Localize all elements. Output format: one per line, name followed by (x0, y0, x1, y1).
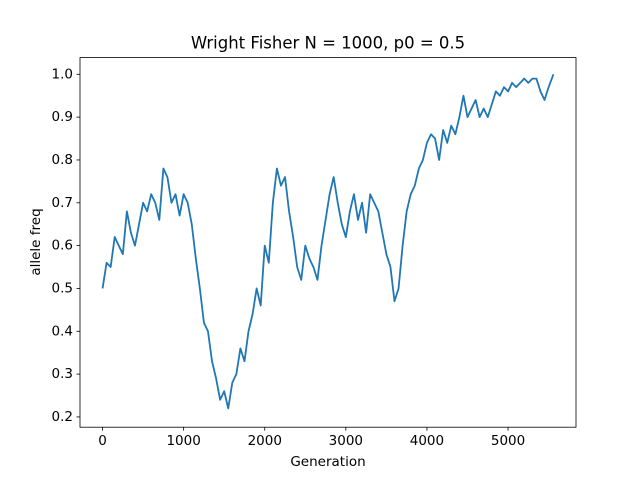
y-tick-label: 0.3 (52, 366, 73, 382)
y-tick-label: 0.8 (52, 152, 73, 168)
y-tick-label: 0.4 (52, 323, 73, 339)
y-tick-label: 0.6 (52, 238, 73, 254)
y-tick-label: 0.2 (52, 409, 73, 425)
x-tick-label: 1000 (166, 433, 200, 449)
x-tick-label: 5000 (491, 433, 525, 449)
x-tick-label: 3000 (329, 433, 363, 449)
x-tick-label: 4000 (410, 433, 444, 449)
x-axis-label: Generation (290, 454, 365, 470)
y-tick-label: 0.9 (52, 109, 73, 125)
plot-frame (79, 57, 577, 428)
y-axis-label: allele freq (28, 208, 44, 275)
x-tick-label: 0 (98, 433, 107, 449)
y-tick-label: 1.0 (52, 66, 73, 82)
x-tick-label: 2000 (248, 433, 282, 449)
data-line (101, 73, 555, 410)
y-tick-label: 0.5 (52, 280, 73, 296)
chart-title: Wright Fisher N = 1000, p0 = 0.5 (191, 34, 465, 53)
y-tick-label: 0.7 (52, 195, 73, 211)
